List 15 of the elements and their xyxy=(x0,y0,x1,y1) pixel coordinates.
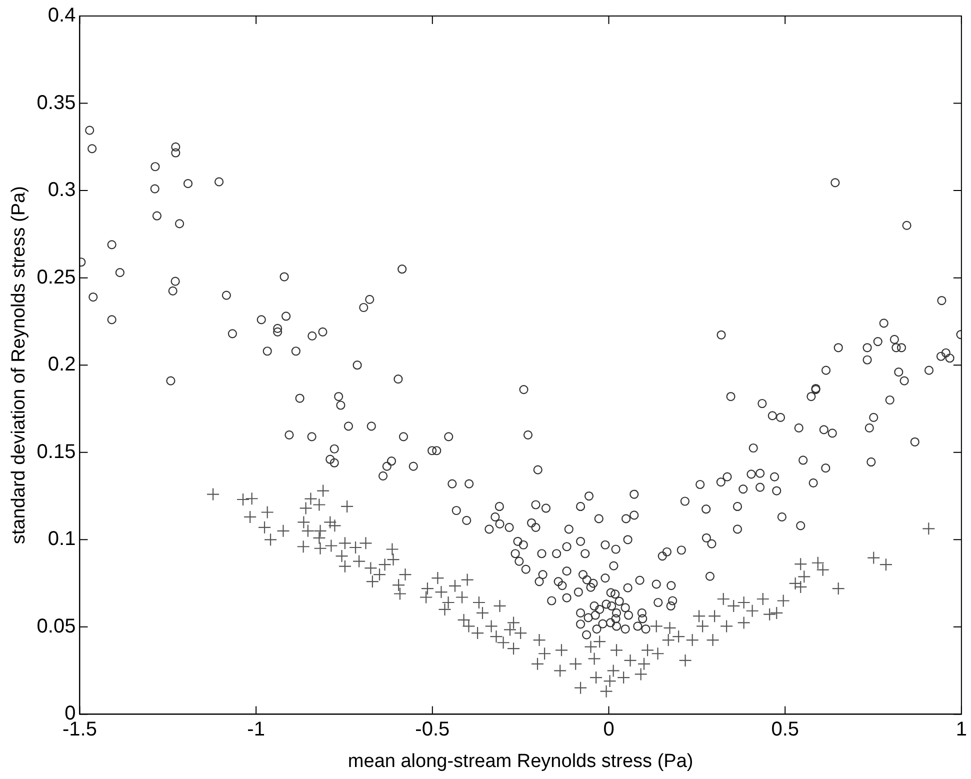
x-axis-title: mean along-stream Reynolds stress (Pa) xyxy=(348,750,694,772)
x-tick-label: 0.5 xyxy=(771,718,799,741)
y-tick-label: 0.35 xyxy=(36,92,76,114)
x-tick-label: 1 xyxy=(956,718,967,741)
y-tick-label: 0.25 xyxy=(36,266,76,288)
x-tick-label: -1 xyxy=(247,718,265,741)
y-tick-label: 0.4 xyxy=(48,4,76,27)
y-tick-label: 0.05 xyxy=(36,615,76,638)
y-tick-label: 0.15 xyxy=(36,440,76,463)
y-tick-label: 0.2 xyxy=(48,354,76,376)
y-axis-title: standard deviation of Reynolds stress (Pa) xyxy=(8,186,30,544)
y-tick-label: 0.1 xyxy=(48,528,76,550)
x-tick-label: 0 xyxy=(603,718,614,741)
x-tick-label: -0.5 xyxy=(415,718,450,741)
y-tick-label: 0.3 xyxy=(48,179,76,202)
